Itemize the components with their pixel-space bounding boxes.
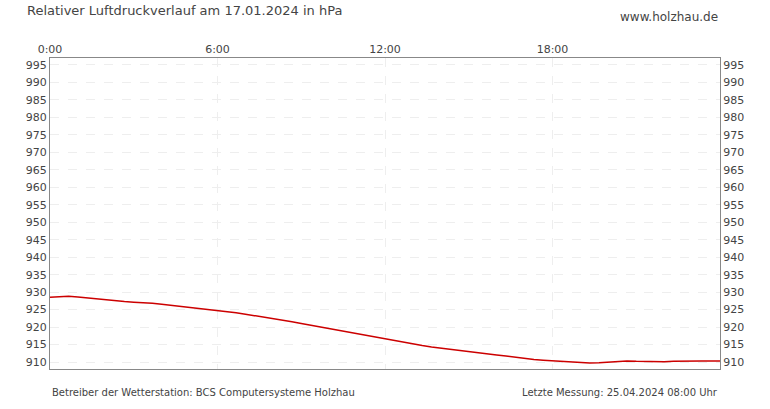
svg-text:945: 945 [26,234,47,247]
svg-text:6:00: 6:00 [205,43,230,56]
svg-text:995: 995 [723,59,744,72]
svg-text:925: 925 [26,303,47,316]
svg-text:Letzte Messung: 25.04.2024 08:: Letzte Messung: 25.04.2024 08:00 Uhr [522,387,718,398]
svg-text:940: 940 [26,251,47,264]
svg-text:955: 955 [723,199,744,212]
svg-text:915: 915 [723,338,744,351]
svg-text:Relativer Luftdruckverlauf am: Relativer Luftdruckverlauf am 17.01.2024… [27,3,342,18]
svg-text:970: 970 [26,146,47,159]
svg-text:970: 970 [723,146,744,159]
svg-text:995: 995 [26,59,47,72]
svg-text:915: 915 [26,338,47,351]
svg-text:920: 920 [723,321,744,334]
svg-text:940: 940 [723,251,744,264]
svg-text:935: 935 [723,269,744,282]
svg-text:980: 980 [26,111,47,124]
svg-text:910: 910 [723,356,744,369]
svg-text:990: 990 [26,76,47,89]
svg-text:975: 975 [723,129,744,142]
svg-text:www.holzhau.de: www.holzhau.de [620,10,718,24]
svg-text:960: 960 [723,181,744,194]
svg-text:930: 930 [723,286,744,299]
svg-text:950: 950 [723,216,744,229]
svg-text:990: 990 [723,76,744,89]
svg-text:960: 960 [26,181,47,194]
svg-text:910: 910 [26,356,47,369]
svg-text:980: 980 [723,111,744,124]
svg-text:950: 950 [26,216,47,229]
svg-text:920: 920 [26,321,47,334]
svg-text:0:00: 0:00 [38,43,63,56]
svg-text:Betreiber der Wetterstation: B: Betreiber der Wetterstation: BCS Compute… [52,387,355,398]
svg-text:18:00: 18:00 [537,43,569,56]
svg-text:935: 935 [26,269,47,282]
svg-text:985: 985 [723,94,744,107]
svg-text:985: 985 [26,94,47,107]
svg-text:945: 945 [723,234,744,247]
svg-text:955: 955 [26,199,47,212]
svg-text:930: 930 [26,286,47,299]
svg-text:965: 965 [26,164,47,177]
svg-text:965: 965 [723,164,744,177]
svg-text:925: 925 [723,303,744,316]
svg-text:975: 975 [26,129,47,142]
svg-text:12:00: 12:00 [369,43,401,56]
